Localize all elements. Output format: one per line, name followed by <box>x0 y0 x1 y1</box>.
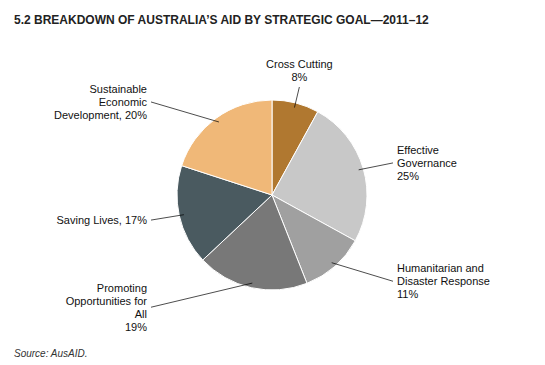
slice-label-line: All <box>135 308 147 320</box>
source-note: Source: AusAID. <box>14 348 88 359</box>
slice-label-line: Sustainable <box>90 83 148 95</box>
chart-svg: 5.2 BREAKDOWN OF AUSTRALIA’S AID BY STRA… <box>0 0 545 365</box>
leader-line <box>151 102 219 122</box>
slice-label-line: Cross Cutting <box>266 58 333 70</box>
slice-label-line: Opportunities for <box>66 295 148 307</box>
slice-label-line: 11% <box>397 288 418 300</box>
labels: Cross Cutting8% EffectiveGovernance25% Hum… <box>54 58 490 333</box>
slice-label: PromotingOpportunities forAll19% <box>66 282 148 333</box>
title: 5.2 BREAKDOWN OF AUSTRALIA’S AID BY STRA… <box>14 13 429 27</box>
slice-label-line: Promoting <box>97 282 147 294</box>
slice-label: SustainableEconomicDevelopment, 20% <box>54 83 147 121</box>
slice-label-line: 19% <box>125 321 147 333</box>
slice-label-line: Humanitarian and <box>397 262 484 274</box>
slice-label: Humanitarian andDisaster Response11% <box>397 262 490 300</box>
slice-label-line: 8% <box>291 71 307 83</box>
slice-label-line: Saving Lives, 17% <box>57 214 148 226</box>
slice-label-line: Disaster Response <box>397 275 490 287</box>
leader-line <box>359 163 393 170</box>
leader-line <box>294 87 299 108</box>
slice-label: EffectiveGovernance25% <box>397 144 457 182</box>
slice-label: Saving Lives, 17% <box>57 214 148 226</box>
slice-label-line: Development, 20% <box>54 109 147 121</box>
slices <box>177 100 367 290</box>
slice-label-line: Economic <box>99 96 148 108</box>
leader-line <box>151 283 252 307</box>
pie-slice <box>182 100 272 195</box>
leader-line <box>332 263 393 282</box>
slice-label-line: Governance <box>397 157 457 169</box>
slice-label-line: 25% <box>397 170 419 182</box>
leader-line <box>151 215 184 220</box>
slice-label-line: Effective <box>397 144 439 156</box>
chart-container: 5.2 BREAKDOWN OF AUSTRALIA’S AID BY STRA… <box>0 0 545 365</box>
slice-label: Cross Cutting8% <box>266 58 333 83</box>
